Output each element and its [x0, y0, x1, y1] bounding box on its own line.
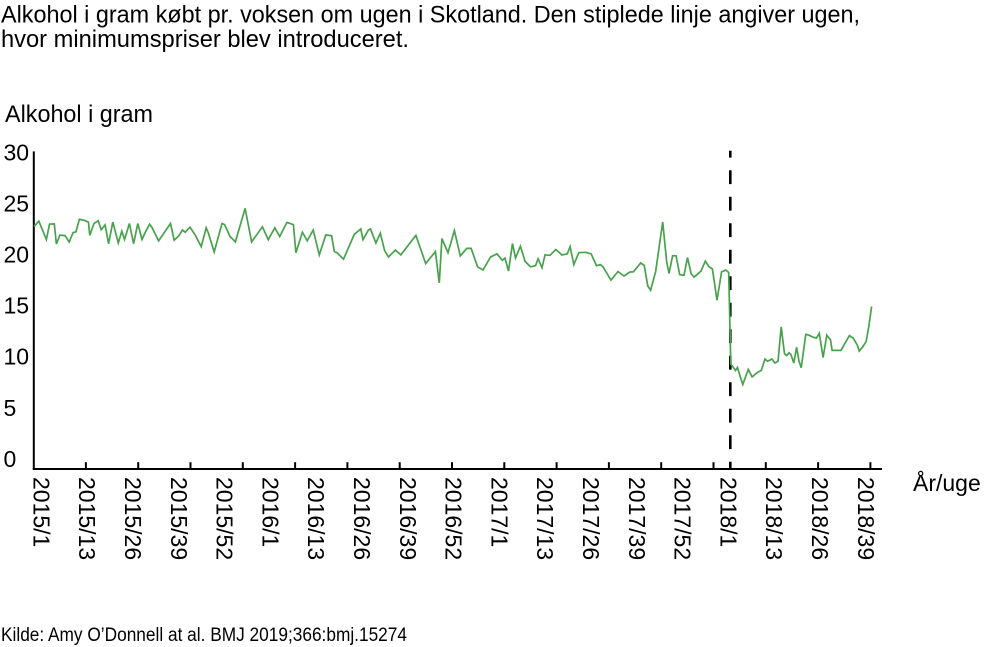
svg-text:2017/39: 2017/39	[624, 477, 650, 560]
svg-text:2016/52: 2016/52	[441, 477, 467, 560]
svg-text:0: 0	[4, 446, 17, 472]
svg-text:30: 30	[4, 140, 30, 166]
svg-text:2017/13: 2017/13	[532, 477, 558, 560]
svg-text:2016/13: 2016/13	[303, 477, 329, 560]
svg-text:Alkohol i gram købt pr. voksen: Alkohol i gram købt pr. voksen om ugen i…	[1, 1, 860, 28]
svg-text:15: 15	[4, 293, 30, 319]
svg-text:År/uge: År/uge	[913, 469, 981, 496]
svg-text:Alkohol i gram: Alkohol i gram	[5, 101, 153, 128]
svg-text:2018/26: 2018/26	[807, 477, 833, 560]
svg-text:Kilde: Amy O’Donnell at al. BM: Kilde: Amy O’Donnell at al. BMJ 2019;366…	[1, 625, 407, 646]
svg-text:2018/39: 2018/39	[853, 477, 879, 560]
svg-text:2018/13: 2018/13	[761, 477, 787, 560]
svg-text:2015/39: 2015/39	[166, 477, 192, 560]
svg-text:2017/26: 2017/26	[578, 477, 604, 560]
svg-text:25: 25	[4, 191, 30, 217]
svg-text:2015/1: 2015/1	[28, 477, 54, 547]
svg-text:20: 20	[4, 242, 30, 268]
svg-text:2015/13: 2015/13	[74, 477, 100, 560]
svg-text:2016/1: 2016/1	[257, 477, 283, 547]
svg-text:2015/52: 2015/52	[212, 477, 238, 560]
svg-text:2017/52: 2017/52	[670, 477, 696, 560]
svg-text:2017/1: 2017/1	[486, 477, 512, 547]
svg-text:2018/1: 2018/1	[715, 477, 741, 547]
svg-text:2015/26: 2015/26	[120, 477, 146, 560]
svg-text:10: 10	[4, 344, 30, 370]
svg-text:hvor minimumspriser blev intro: hvor minimumspriser blev introduceret.	[1, 26, 409, 53]
svg-text:5: 5	[4, 395, 17, 421]
svg-text:2016/26: 2016/26	[349, 477, 375, 560]
svg-text:2016/39: 2016/39	[395, 477, 421, 560]
